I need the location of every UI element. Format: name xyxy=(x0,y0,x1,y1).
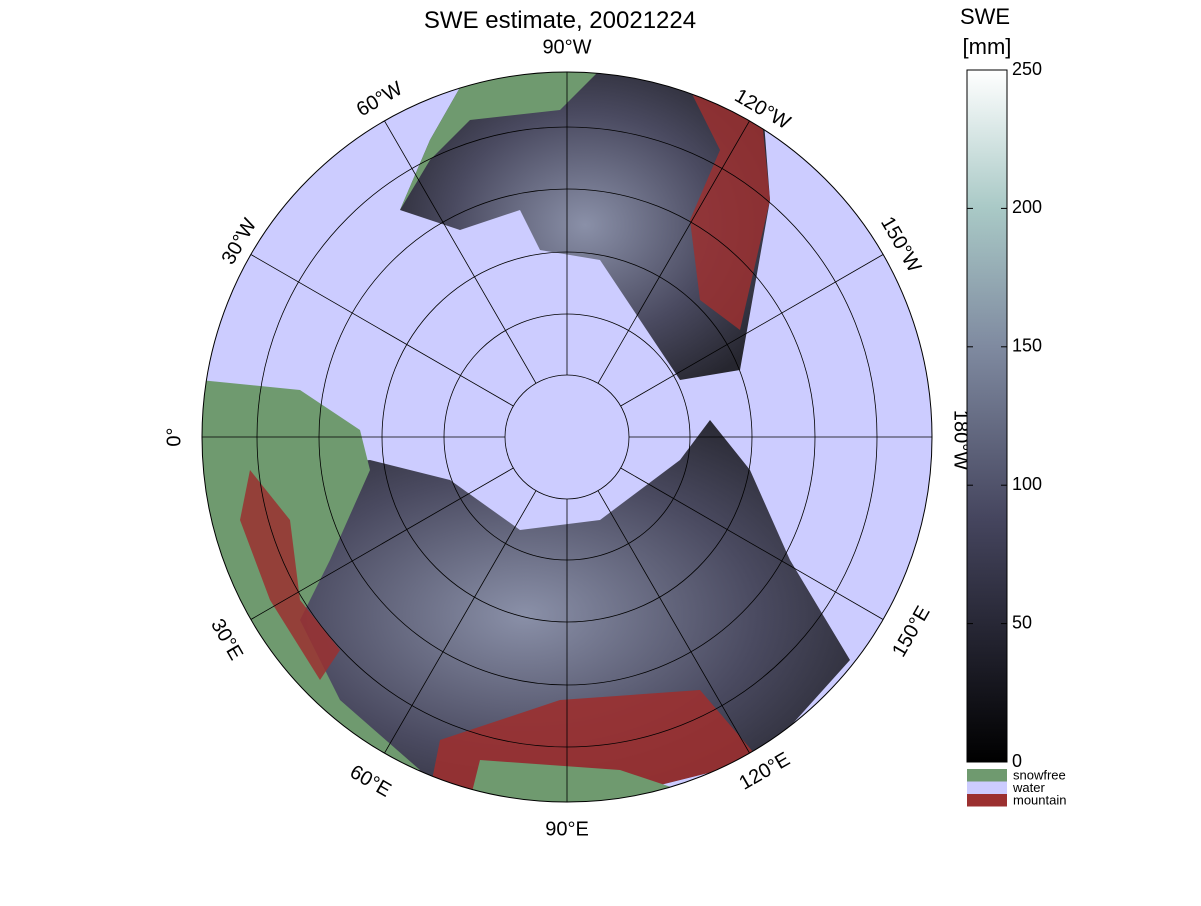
legend-label: mountain xyxy=(1013,792,1066,807)
colorbar-tick-label: 0 xyxy=(1012,751,1022,771)
colorbar-tick-label: 100 xyxy=(1012,474,1042,494)
legend-swatch xyxy=(967,781,1007,794)
longitude-label: 60°E xyxy=(346,761,395,802)
meridian xyxy=(250,467,514,620)
legend-label: water xyxy=(1012,780,1045,795)
colorbar-tick-label: 200 xyxy=(1012,197,1042,217)
colorbar-ticks: 0 50 100 150 200 250 xyxy=(967,59,1042,771)
land-snowfree xyxy=(400,72,600,210)
legend-label: snowfree xyxy=(1013,767,1066,782)
meridian xyxy=(384,120,537,384)
colorbar xyxy=(966,69,1008,763)
longitude-label: 150°E xyxy=(888,602,934,660)
graticule xyxy=(202,72,932,802)
meridian xyxy=(250,254,514,407)
colorbar-tick-label: 250 xyxy=(1012,59,1042,79)
title: SWE estimate, 20021224 xyxy=(424,7,696,34)
colorbar-label: [mm] xyxy=(963,34,1012,59)
meridian xyxy=(620,467,884,620)
map-border xyxy=(201,71,933,803)
longitude-label: 90°W xyxy=(542,36,591,58)
meridian xyxy=(384,490,537,754)
colorbar-tick-label: 50 xyxy=(1012,612,1032,632)
longitude-label: 90°E xyxy=(545,818,589,840)
colorbar-label: SWE xyxy=(960,4,1010,29)
legend-swatch xyxy=(967,794,1007,807)
meridian xyxy=(597,120,750,384)
legend-swatch xyxy=(967,769,1007,782)
meridian xyxy=(597,490,750,754)
longitude-label: 0° xyxy=(163,427,185,446)
land-mountain xyxy=(240,470,340,680)
longitude-label: 180°W xyxy=(950,410,972,470)
colorbar-tick-label: 150 xyxy=(1012,336,1042,356)
longitude-label: 30°E xyxy=(206,615,247,664)
meridian xyxy=(620,254,884,407)
